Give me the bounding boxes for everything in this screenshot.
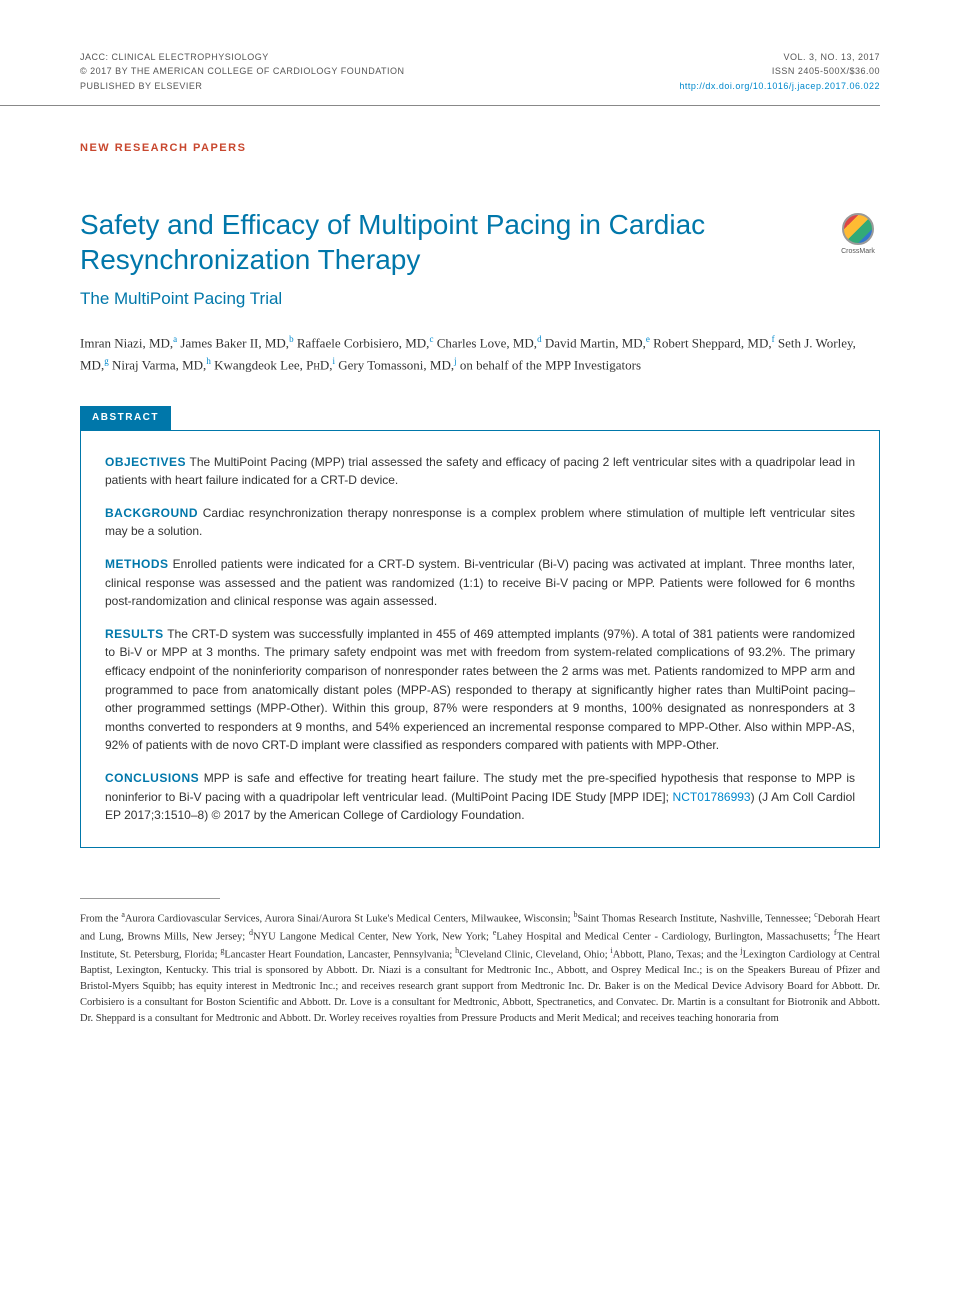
crossmark-badge[interactable]: CrossMark xyxy=(836,213,880,263)
copyright-line: © 2017 BY THE AMERICAN COLLEGE OF CARDIO… xyxy=(80,64,405,78)
title-row: Safety and Efficacy of Multipoint Pacing… xyxy=(80,207,880,333)
doi-link[interactable]: http://dx.doi.org/10.1016/j.jacep.2017.0… xyxy=(679,79,880,93)
affiliation-footnotes: From the aAurora Cardiovascular Services… xyxy=(80,909,880,1027)
abstract-objectives-text: The MultiPoint Pacing (MPP) trial assess… xyxy=(105,455,855,488)
abstract-background-text: Cardiac resynchronization therapy nonres… xyxy=(105,506,855,539)
section-badge: NEW RESEARCH PAPERS xyxy=(80,141,246,156)
header-divider xyxy=(0,105,880,106)
trial-id-link[interactable]: NCT01786993 xyxy=(673,790,751,804)
crossmark-icon xyxy=(842,213,874,245)
abstract-label-conclusions: CONCLUSIONS xyxy=(105,771,199,785)
abstract-results: RESULTS The CRT-D system was successfull… xyxy=(105,625,855,755)
crossmark-label: CrossMark xyxy=(836,247,880,257)
issn-line: ISSN 2405-500X/$36.00 xyxy=(679,64,880,78)
journal-name: JACC: CLINICAL ELECTROPHYSIOLOGY xyxy=(80,50,405,64)
abstract-results-text: The CRT-D system was successfully implan… xyxy=(105,627,855,753)
author-list: Imran Niazi, MD,a James Baker II, MD,b R… xyxy=(80,332,880,376)
abstract-box: OBJECTIVES The MultiPoint Pacing (MPP) t… xyxy=(80,430,880,848)
abstract-objectives: OBJECTIVES The MultiPoint Pacing (MPP) t… xyxy=(105,453,855,490)
abstract-methods: METHODS Enrolled patients were indicated… xyxy=(105,555,855,611)
abstract-methods-text: Enrolled patients were indicated for a C… xyxy=(105,557,855,608)
abstract-label-methods: METHODS xyxy=(105,557,169,571)
volume-issue: VOL. 3, NO. 13, 2017 xyxy=(679,50,880,64)
running-header: JACC: CLINICAL ELECTROPHYSIOLOGY © 2017 … xyxy=(80,50,880,93)
abstract-background: BACKGROUND Cardiac resynchronization the… xyxy=(105,504,855,541)
abstract-badge: ABSTRACT xyxy=(80,406,171,430)
title-block: Safety and Efficacy of Multipoint Pacing… xyxy=(80,207,818,333)
abstract-label-objectives: OBJECTIVES xyxy=(105,455,186,469)
article-title: Safety and Efficacy of Multipoint Pacing… xyxy=(80,207,818,277)
footnote-divider xyxy=(80,898,220,899)
header-left: JACC: CLINICAL ELECTROPHYSIOLOGY © 2017 … xyxy=(80,50,405,93)
publisher-line: PUBLISHED BY ELSEVIER xyxy=(80,79,405,93)
article-subtitle: The MultiPoint Pacing Trial xyxy=(80,287,818,311)
abstract-label-results: RESULTS xyxy=(105,627,164,641)
abstract-label-background: BACKGROUND xyxy=(105,506,198,520)
abstract-conclusions: CONCLUSIONS MPP is safe and effective fo… xyxy=(105,769,855,825)
header-right: VOL. 3, NO. 13, 2017 ISSN 2405-500X/$36.… xyxy=(679,50,880,93)
journal-page: JACC: CLINICAL ELECTROPHYSIOLOGY © 2017 … xyxy=(0,0,960,1066)
